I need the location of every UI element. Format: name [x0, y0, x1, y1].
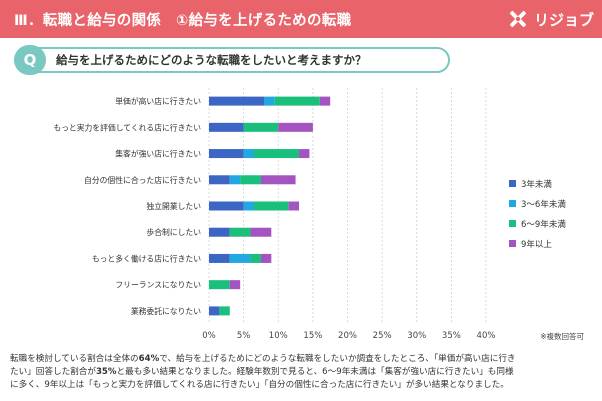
bar-segment	[219, 306, 230, 316]
legend-swatch	[509, 180, 516, 187]
bar-segment	[254, 149, 300, 159]
legend-swatch	[509, 200, 516, 207]
question-bar	[14, 47, 450, 73]
x-tick-label: 35%	[442, 331, 461, 341]
bar-segment	[209, 149, 244, 159]
category-label: 単価が高い店に行きたい	[115, 96, 201, 106]
bar-segment	[209, 227, 230, 237]
bar-segment	[229, 280, 241, 290]
category-label: フリーランスになりたい	[115, 281, 201, 290]
bar-segment	[243, 122, 279, 132]
legend-label: 3年未満	[521, 179, 552, 190]
bar-segment	[209, 253, 230, 263]
x-tick-label: 20%	[338, 331, 357, 341]
x-tick-label: 25%	[373, 331, 392, 341]
bar-segment	[209, 96, 265, 106]
logo-mark-icon	[509, 10, 527, 28]
category-label: 集客が強い店に行きたい	[115, 149, 201, 159]
bar-segment	[250, 253, 261, 263]
bar-segment	[250, 227, 272, 237]
bar-segment	[274, 96, 320, 106]
highlight-35: 35%	[95, 367, 117, 377]
bar-segment	[229, 253, 251, 263]
legend-label: 9年以上	[521, 239, 552, 250]
bar-segment	[278, 122, 313, 132]
category-label: 歩合制にしたい	[146, 227, 201, 237]
x-tick-label: 5%	[237, 331, 251, 341]
category-label: 独立開業したい	[146, 201, 201, 211]
x-tick-label: 0%	[202, 331, 216, 341]
page-title: Ⅲ．転職と給与の関係 ①給与を上げるための転職	[14, 13, 352, 29]
x-tick-label: 30%	[407, 331, 426, 341]
bar-segment	[299, 149, 310, 159]
x-tick-label: 40%	[477, 331, 496, 341]
bar-segment	[209, 306, 220, 316]
bar-segment	[209, 175, 230, 185]
chart-area: 0% 5% 10% 15% 20% 25% 30% 35% 40% 単価が高い店に行きたいもっと実…	[12, 80, 590, 350]
bar-segment	[288, 201, 300, 211]
legend-label: 3～6年未満	[521, 199, 566, 210]
bar-segment	[243, 201, 255, 211]
chart-note: ※複数回答可	[540, 331, 584, 341]
bar-segment	[319, 96, 331, 106]
footnote: 転職を検討している割合は全体の64%で、給与を上げるためにどのような転職をしたい…	[10, 353, 594, 392]
category-label: もっと多く働ける店に行きたい	[92, 253, 201, 263]
bar-segment	[209, 280, 230, 290]
bar-segment	[260, 253, 272, 263]
brand-logo: リジョブ	[507, 5, 594, 33]
header-bar	[0, 0, 602, 38]
legend-label: 6～9年未満	[521, 219, 566, 230]
x-tick-label: 10%	[269, 331, 288, 341]
bar-segment	[254, 201, 289, 211]
legend-swatch	[509, 220, 516, 227]
bar-segment	[260, 175, 296, 185]
category-label: 業務委託になりたい	[131, 306, 201, 316]
highlight-64: 64%	[138, 354, 160, 364]
category-label: 自分の個性に合った店に行きたい	[84, 175, 201, 185]
logo-text: リジョブ	[533, 10, 594, 29]
bar-segment	[240, 175, 261, 185]
bar-segment	[243, 149, 255, 159]
question-text: 給与を上げるためにどのような転職をしたいと考えますか？	[56, 53, 367, 67]
stacked-bar-chart: 0% 5% 10% 15% 20% 25% 30% 35% 40% 単価が高い店に行きたいもっと実…	[53, 88, 584, 341]
question-badge: Q	[14, 45, 46, 75]
bar-segment	[229, 175, 241, 185]
legend-swatch	[509, 240, 516, 247]
bar-segment	[209, 201, 244, 211]
footnote-line-2: たい」回答した割合が35%と最も多い結果となりました。経験年数別で見ると、6～9…	[10, 367, 514, 377]
category-label: もっと実力を評価してくれる店に行きたい	[53, 122, 201, 132]
bar-segment	[209, 122, 244, 132]
x-tick-label: 15%	[303, 331, 322, 341]
footnote-line-1: 転職を検討している割合は全体の64%で、給与を上げるためにどのような転職をしたい…	[10, 354, 516, 364]
bar-segment	[264, 96, 275, 106]
footnote-line-3: に多く、9年以上は「もっと実力を評価してくれる店に行きたい」「自分の個性に合った…	[10, 380, 509, 390]
bar-segment	[229, 227, 251, 237]
